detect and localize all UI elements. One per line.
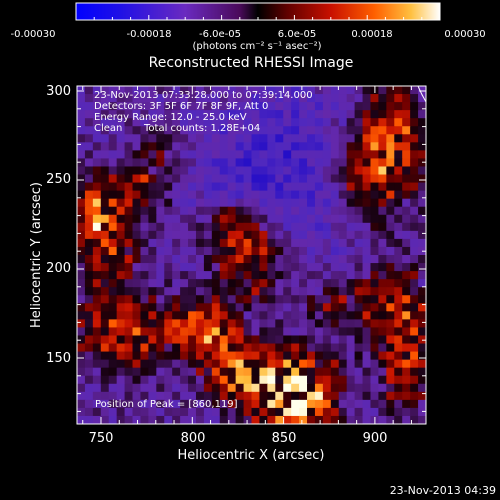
solar-limb [417,86,426,103]
y-tick-label: 200 [46,261,71,276]
colorbar-tick-marks [75,15,441,20]
y-tick-label: 300 [46,84,71,99]
axis-ticks [77,86,426,424]
plot-frame [76,85,427,425]
y-tick-label: 150 [46,351,71,366]
plot-title: Reconstructed RHESSI Image [149,55,354,71]
footer-timestamp: 23-Nov-2013 04:39 [390,484,496,497]
colorbar-tick-label: 6.0e-05 [278,29,316,40]
detectors-text: Detectors: 3F 5F 6F 7F 8F 9F, Att 0 [94,101,268,112]
x-tick-label: 900 [363,431,388,446]
colorbar: -0.00030 -0.00018 -6.0e-05 6.0e-05 0.000… [11,2,486,52]
y-axis-label: Heliocentric Y (arcsec) [29,182,44,328]
time-range-text: 23-Nov-2013 07:33:28.000 to 07:39:14.000 [94,90,313,101]
method-text: Clean [94,123,122,134]
x-tick-label: 750 [89,431,114,446]
colorbar-tick-label: 0.00018 [351,29,392,40]
total-counts-text: Total counts: 1.28E+04 [143,123,260,134]
image-annotations: 23-Nov-2013 07:33:28.000 to 07:39:14.000… [94,90,313,410]
x-axis-label: Heliocentric X (arcsec) [178,448,325,463]
energy-range-text: Energy Range: 12.0 - 25.0 keV [94,112,247,123]
colorbar-tick-label: -0.00030 [11,29,56,40]
emission-map [77,86,426,424]
colorbar-unit-label: (photons cm⁻² s⁻¹ asec⁻²) [192,41,321,52]
x-tick-label: 800 [181,431,206,446]
colorbar-tick-label: -0.00018 [127,29,172,40]
x-tick-label: 850 [272,431,297,446]
colorbar-gradient [76,3,440,20]
y-tick-label: 250 [46,172,71,187]
colorbar-tick-label: -6.0e-05 [199,29,241,40]
colorbar-tick-label: 0.00030 [444,29,485,40]
peak-position-text: Position of Peak = [860,119] [95,399,238,410]
image-panel [77,86,426,424]
